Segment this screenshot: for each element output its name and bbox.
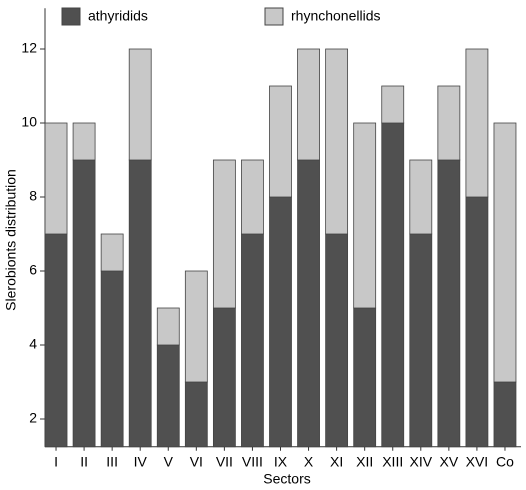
- bar-segment: [381, 122, 405, 448]
- x-tick-label: VI: [190, 453, 203, 469]
- y-tick-label: 12: [21, 40, 37, 56]
- bar-segment: [297, 48, 320, 161]
- bar-segment: [353, 307, 377, 448]
- bar-segment: [128, 159, 152, 448]
- y-tick-label: 6: [29, 262, 37, 278]
- bar-segment: [156, 307, 180, 346]
- bar-segment: [44, 233, 68, 448]
- bar-segment: [128, 48, 152, 161]
- bar-segment: [241, 233, 264, 448]
- x-tick-label: XIII: [382, 453, 403, 469]
- bar-segment: [465, 48, 489, 198]
- x-tick-label: XIV: [410, 453, 433, 469]
- bar-segment: [325, 48, 349, 235]
- x-tick-label: XI: [330, 453, 343, 469]
- bar-segment: [437, 159, 461, 448]
- bar-segment: [297, 159, 320, 448]
- bar-segment: [212, 159, 236, 309]
- bar-segment: [409, 233, 433, 448]
- y-tick-label: 4: [29, 336, 37, 352]
- x-tick-label: Co: [496, 453, 514, 469]
- x-tick-label: X: [304, 453, 314, 469]
- bar-segment: [184, 270, 208, 383]
- bar-segment: [241, 159, 264, 235]
- legend-swatch: [264, 7, 284, 26]
- bar-segment: [100, 233, 124, 272]
- bar-segment: [269, 85, 292, 198]
- x-tick-label: II: [80, 453, 88, 469]
- y-tick-label: 8: [29, 188, 37, 204]
- bar-segment: [493, 122, 517, 383]
- x-axis-label: Sectors: [263, 471, 310, 487]
- x-tick-label: I: [54, 453, 58, 469]
- x-tick-label: VII: [216, 453, 233, 469]
- bar-segment: [156, 344, 180, 448]
- bar-segment: [465, 196, 489, 448]
- x-tick-label: III: [106, 453, 118, 469]
- y-tick-label: 10: [21, 114, 37, 130]
- legend-label: rhynchonellids: [291, 8, 381, 24]
- bar-segment: [437, 85, 461, 161]
- bar-segment: [44, 122, 68, 235]
- bar-segment: [325, 233, 349, 448]
- legend-label: athyridids: [88, 8, 148, 24]
- x-tick-label: IV: [134, 453, 148, 469]
- bar-segment: [72, 159, 96, 448]
- x-tick-label: XVI: [466, 453, 489, 469]
- bar-segment: [381, 85, 405, 124]
- x-tick-label: VIII: [242, 453, 263, 469]
- bar-segment: [493, 381, 517, 448]
- bar-segment: [100, 270, 124, 448]
- x-tick-label: V: [164, 453, 174, 469]
- x-tick-label: IX: [274, 453, 288, 469]
- bar-segment: [353, 122, 377, 309]
- legend-swatch: [61, 7, 81, 26]
- y-axis-label: Slerobionts distribution: [3, 169, 19, 311]
- bar-segment: [409, 159, 433, 235]
- y-tick-label: 2: [29, 410, 37, 426]
- bar-segment: [184, 381, 208, 448]
- bar-segment: [72, 122, 96, 161]
- x-tick-label: XV: [440, 453, 459, 469]
- bar-segment: [212, 307, 236, 448]
- bar-segment: [269, 196, 292, 448]
- x-tick-label: XII: [356, 453, 373, 469]
